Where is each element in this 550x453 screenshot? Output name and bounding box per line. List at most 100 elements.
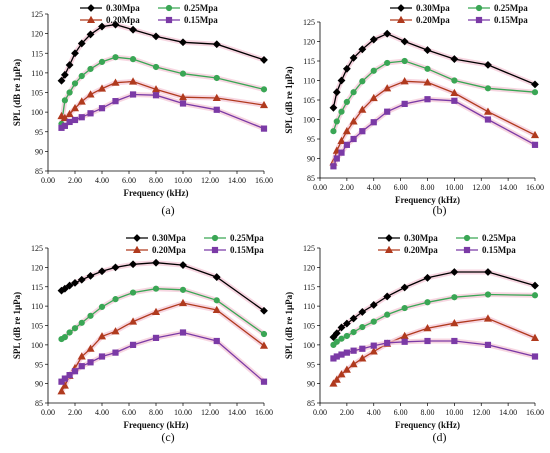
data-point [111, 263, 120, 272]
legend-item: 0.25Mpa [468, 3, 528, 13]
data-point [329, 379, 338, 387]
x-tick-label: 16.00 [255, 176, 273, 185]
data-point [383, 29, 392, 38]
data-point [178, 92, 188, 101]
x-tick-label: 8.00 [421, 183, 435, 192]
legend-label: 0.20Mpa [106, 15, 140, 25]
x-tick-label: 10.00 [174, 408, 192, 417]
y-tick-label: 115 [303, 283, 315, 292]
data-point [337, 136, 346, 145]
data-point [369, 35, 378, 44]
x-tick-label: 4.00 [95, 408, 109, 417]
data-point [370, 67, 377, 74]
data-point [212, 40, 221, 49]
data-point [57, 76, 66, 85]
data-point [65, 61, 74, 69]
data-point [401, 304, 408, 312]
legend-label: 0.20Mpa [404, 245, 438, 255]
data-point [342, 365, 351, 373]
data-point [179, 261, 187, 269]
y-axis-label: SPL (dB re 1μPa) [284, 292, 294, 359]
legend-marker [384, 245, 394, 254]
y-tick-label: 95 [307, 135, 315, 144]
data-point [423, 323, 432, 332]
data-point [383, 84, 392, 92]
series-015mpa [330, 337, 539, 362]
data-point [401, 57, 408, 65]
data-point [343, 349, 350, 356]
y-tick-label: 85 [307, 174, 315, 183]
legend-marker [87, 4, 95, 12]
data-point [530, 333, 540, 341]
x-tick-label: 2.00 [340, 183, 354, 192]
data-point [152, 92, 160, 99]
data-point [401, 100, 408, 108]
data-point [78, 319, 85, 326]
legend-item: 0.15Mpa [204, 245, 264, 255]
series-band [59, 330, 266, 384]
x-axis-label: Frequency (kHz) [123, 188, 188, 198]
legend-label: 0.30Mpa [106, 3, 140, 13]
y-tick-label: 100 [303, 341, 315, 350]
data-point [342, 64, 351, 73]
data-point [61, 97, 68, 104]
data-point [358, 354, 367, 362]
y-tick-label: 115 [31, 49, 43, 58]
legend-item: 0.15Mpa [158, 15, 218, 25]
legend-marker [211, 246, 219, 254]
data-point [338, 335, 345, 342]
legend-item: 0.30Mpa [390, 3, 450, 13]
x-tick-label: 6.00 [394, 183, 408, 192]
y-tick-label: 115 [31, 283, 43, 292]
series-025mpa [330, 291, 539, 348]
x-tick-label: 6.00 [122, 176, 136, 185]
y-axis-label: SPL (dB re 1μPa) [284, 66, 294, 133]
x-tick-label: 4.00 [367, 408, 381, 417]
y-axis-label: SPL (dB re 1μPa) [12, 292, 22, 359]
data-point [87, 65, 94, 73]
data-point [60, 70, 69, 79]
data-point [337, 76, 346, 85]
legend-label: 0.20Mpa [416, 15, 450, 25]
y-tick-label: 105 [303, 96, 315, 105]
data-point [484, 291, 492, 298]
data-point [531, 89, 539, 96]
data-point [212, 93, 221, 102]
data-point [332, 329, 341, 338]
data-point [329, 333, 338, 342]
legend-marker [397, 4, 405, 12]
data-point [358, 45, 367, 54]
data-point [400, 37, 409, 46]
data-point [423, 273, 432, 282]
legend: 0.30Mpa 0.25Mpa 0.20Mpa 0.15Mpa [80, 3, 218, 25]
data-point [384, 108, 391, 115]
data-point [151, 307, 161, 315]
data-point [152, 334, 160, 341]
data-point [71, 368, 79, 375]
y-tick-label: 90 [35, 380, 43, 389]
data-point [71, 278, 79, 287]
legend-item: 0.15Mpa [468, 15, 528, 25]
data-point [87, 359, 94, 366]
data-point [179, 286, 187, 293]
data-point [450, 268, 459, 276]
data-point [359, 323, 366, 331]
y-tick-label: 100 [31, 108, 43, 117]
y-tick-label: 90 [35, 147, 43, 156]
x-tick-label: 0.00 [41, 176, 55, 185]
y-tick-label: 95 [35, 360, 43, 369]
data-point [332, 146, 341, 154]
legend-item: 0.30Mpa [80, 3, 140, 13]
data-point [111, 78, 120, 86]
chart-panel-4: 85 90 95 100 105 110 115 120 125 0.00 2.00 4.00 6.00… [284, 233, 544, 444]
panel-label: (d) [433, 430, 447, 444]
data-point [384, 59, 391, 67]
x-tick-label: 2.00 [68, 408, 82, 417]
legend-label: 0.25Mpa [230, 233, 264, 243]
y-tick-label: 95 [35, 128, 43, 137]
y-tick-label: 120 [31, 30, 43, 39]
legend-item: 0.30Mpa [126, 233, 186, 243]
y-tick-label: 120 [303, 263, 315, 272]
y-tick-label: 105 [303, 322, 315, 331]
